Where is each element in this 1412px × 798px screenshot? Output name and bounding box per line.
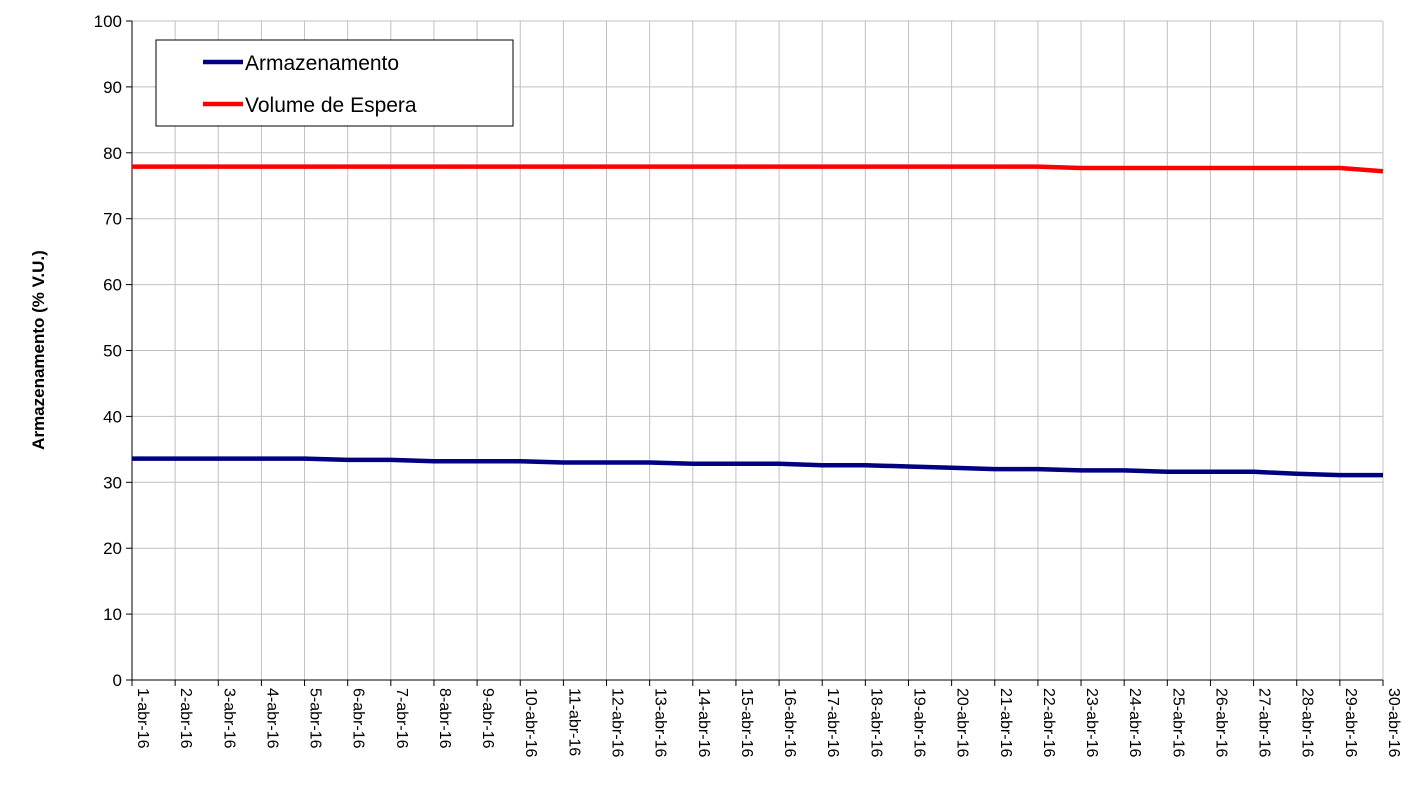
x-tick-label: 10-abr-16 [522,688,539,757]
x-tick-label: 23-abr-16 [1083,688,1100,757]
x-tick-label: 30-abr-16 [1385,688,1402,757]
y-tick-label: 70 [103,210,122,229]
x-tick-label: 25-abr-16 [1169,688,1186,757]
axes [126,20,1384,686]
y-tick-label: 0 [113,671,122,690]
x-tick-label: 2-abr-16 [177,688,194,749]
x-tick-label: 13-abr-16 [652,688,669,757]
y-tick-label: 50 [103,342,122,361]
x-tick-label: 15-abr-16 [738,688,755,757]
y-axis-label: Armazenamento (% V.U.) [29,250,48,450]
x-tick-label: 19-abr-16 [910,688,927,757]
y-tick-label: 100 [94,12,122,31]
x-tick-label: 5-abr-16 [307,688,324,749]
tick-labels: 0 10 20 30 40 50 60 70 80 90 100 1-abr-16 2-abr-16 3-… [94,12,1402,757]
gridlines [132,20,1384,680]
y-tick-label: 80 [103,144,122,163]
y-tick-label: 10 [103,605,122,624]
x-tick-label: 12-abr-16 [609,688,626,757]
x-tick-label: 9-abr-16 [479,688,496,749]
y-tick-label: 30 [103,473,122,492]
x-tick-label: 29-abr-16 [1342,688,1359,757]
x-tick-label: 26-abr-16 [1212,688,1229,757]
x-tick-label: 24-abr-16 [1126,688,1143,757]
y-tick-label: 40 [103,407,122,426]
x-tick-label: 16-abr-16 [781,688,798,757]
x-tick-label: 4-abr-16 [263,688,280,749]
y-tick-label: 20 [103,539,122,558]
series-lines [132,164,1384,478]
x-tick-label: 3-abr-16 [220,688,237,749]
x-tick-label: 20-abr-16 [954,688,971,757]
x-tick-label: 7-abr-16 [393,688,410,749]
y-tick-label: 60 [103,276,122,295]
legend-label: Volume de Espera [245,94,417,117]
x-tick-label: 27-abr-16 [1256,688,1273,757]
legend-box [155,39,514,127]
x-tick-label: 17-abr-16 [824,688,841,757]
x-tick-label: 14-abr-16 [695,688,712,757]
legend: Armazenamento Volume de Espera [155,39,514,127]
series-line-volume-de-espera [132,164,1384,174]
x-tick-label: 18-abr-16 [867,688,884,757]
legend-label: Armazenamento [245,52,399,75]
x-tick-label: 6-abr-16 [350,688,367,749]
x-tick-label: 11-abr-16 [565,688,582,756]
x-tick-label: 1-abr-16 [134,688,151,749]
x-tick-label: 28-abr-16 [1299,688,1316,757]
x-tick-label: 21-abr-16 [997,688,1014,757]
series-line-armazenamento [132,456,1383,478]
x-tick-label: 22-abr-16 [1040,688,1057,757]
y-tick-label: 90 [103,78,122,97]
x-tick-label: 8-abr-16 [436,688,453,749]
